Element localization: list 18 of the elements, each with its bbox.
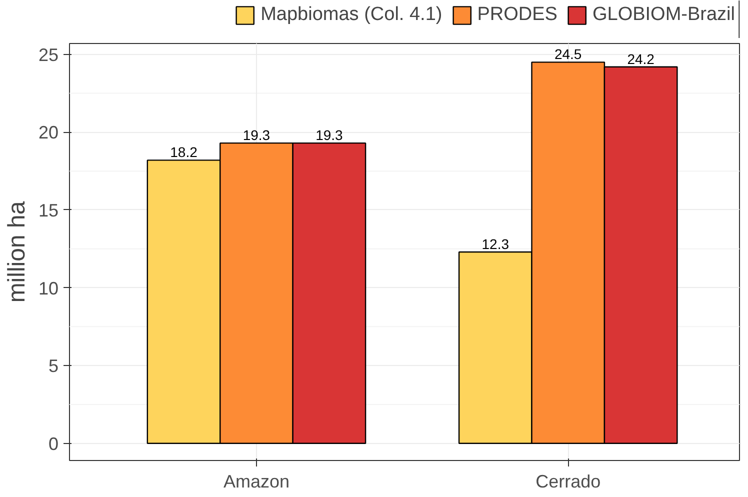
x-tick-label: Amazon	[223, 472, 290, 492]
data-label: 24.2	[627, 50, 655, 67]
legend-label: Mapbiomas (Col. 4.1)	[260, 4, 442, 26]
legend-label: GLOBIOM-Brazil	[592, 4, 735, 26]
y-tick-label: 0	[48, 434, 59, 454]
x-tick-label: Cerrado	[536, 472, 601, 492]
data-label: 19.3	[316, 127, 344, 144]
y-tick-label: 15	[38, 200, 59, 220]
data-label: 24.5	[554, 46, 582, 62]
data-label: 18.2	[170, 144, 198, 160]
y-tick-label: 25	[38, 44, 59, 65]
y-tick-label: 20	[38, 122, 59, 143]
data-label: 19.3	[242, 127, 270, 144]
legend-label: PRODES	[477, 4, 558, 26]
y-tick-label: 5	[48, 356, 59, 376]
y-tick-label: 10	[38, 278, 59, 298]
y-axis-title: million ha	[3, 200, 30, 303]
data-label: 12.3	[482, 236, 510, 252]
